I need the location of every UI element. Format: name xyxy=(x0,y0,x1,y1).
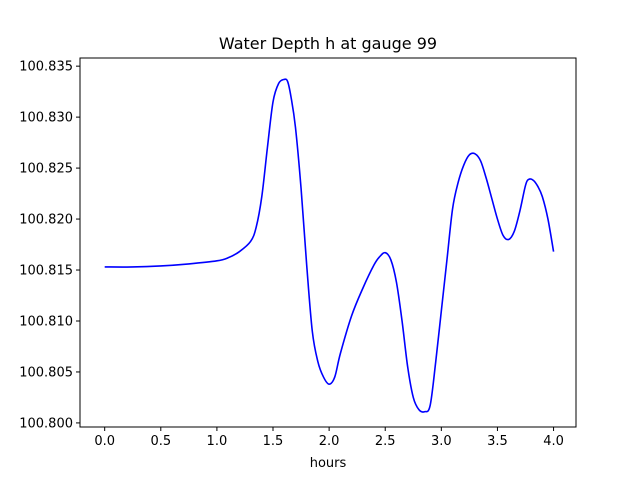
x-tick-label: 2.0 xyxy=(319,434,340,449)
y-tick-label: 100.835 xyxy=(19,60,73,75)
x-axis-label: hours xyxy=(310,456,347,471)
x-tick-label: 3.0 xyxy=(431,434,452,449)
x-tick-label: 1.5 xyxy=(263,434,284,449)
x-tick-label: 3.5 xyxy=(487,434,508,449)
x-tick-label: 4.0 xyxy=(543,434,564,449)
series-layer xyxy=(104,78,555,413)
y-tick-label: 100.820 xyxy=(19,213,73,228)
x-tick-label: 0.5 xyxy=(150,434,171,449)
series-line xyxy=(104,78,555,413)
y-tick-label: 100.815 xyxy=(19,264,73,279)
y-tick-label: 100.825 xyxy=(19,162,73,177)
ticks-layer: 0.0 0.5 1.0 1.5 2.0 2.5 3.0 3.5 4.0 100.800 100.80… xyxy=(19,60,564,449)
x-tick-label: 0.0 xyxy=(94,434,115,449)
x-tick-label: 1.0 xyxy=(207,434,228,449)
chart-title: Water Depth h at gauge 99 xyxy=(219,34,437,53)
y-tick-label: 100.830 xyxy=(19,111,73,126)
y-tick-label: 100.800 xyxy=(19,416,73,431)
y-tick-label: 100.805 xyxy=(19,365,73,380)
x-tick-label: 2.5 xyxy=(375,434,396,449)
plot-frame xyxy=(79,57,577,428)
y-tick-label: 100.810 xyxy=(19,314,73,329)
